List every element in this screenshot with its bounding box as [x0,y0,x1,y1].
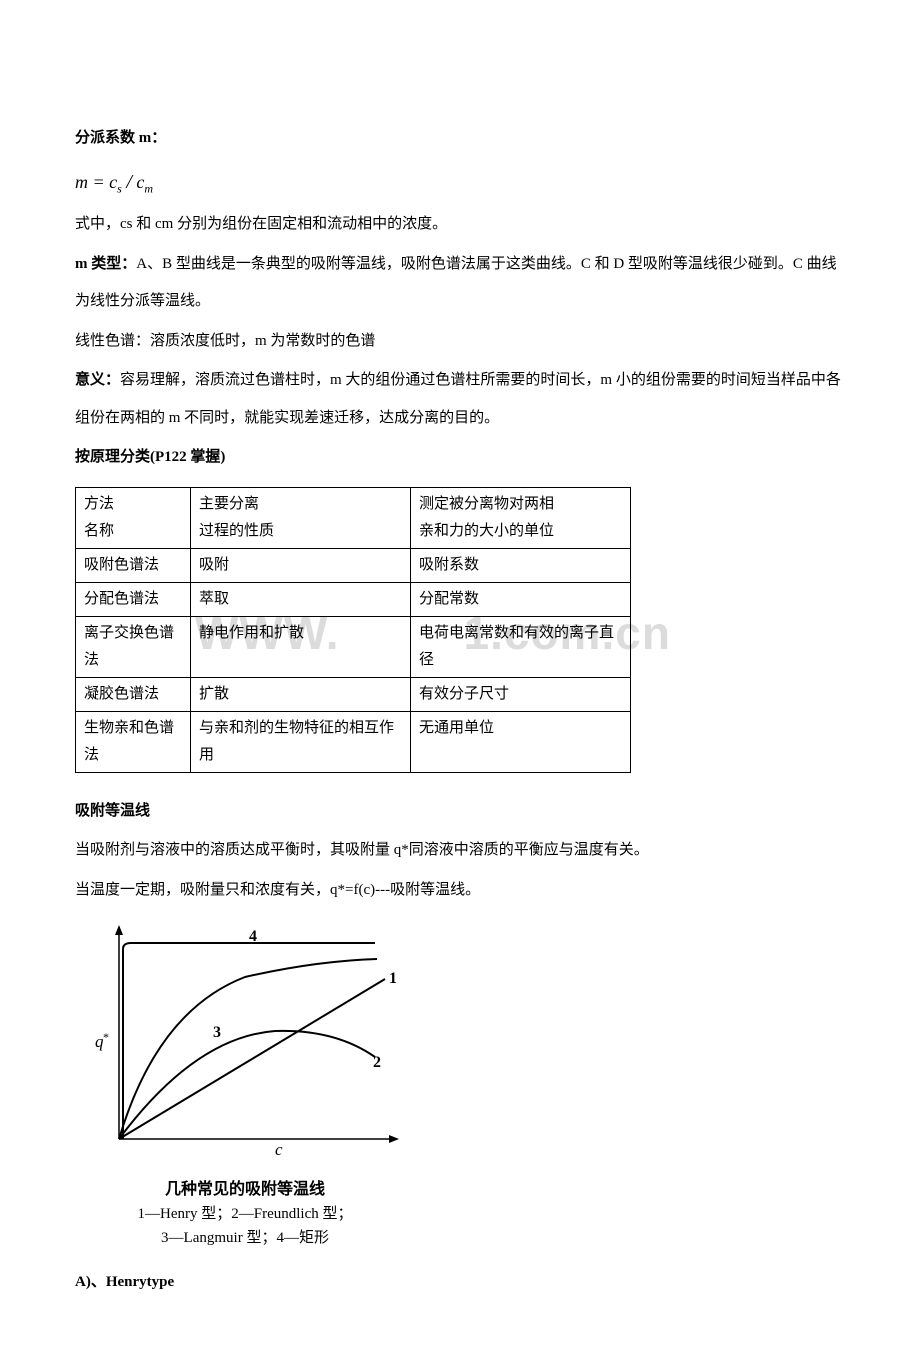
table-cell: 与亲和剂的生物特征的相互作用 [191,711,411,772]
x-axis-label: c [275,1140,283,1159]
cell-text: 方法 [84,496,114,512]
curve-label-3: 3 [213,1024,221,1041]
meaning-text: 容易理解，溶质流过色谱柱时，m 大的组份通过色谱柱所需要的时间长，m 小的组份需… [75,372,841,426]
table-cell: 静电作用和扩散 [191,616,411,677]
table-cell: 生物亲和色谱法 [76,711,191,772]
table-cell: 无通用单位 [411,711,631,772]
linear-spec: 线性色谱：溶质浓度低时，m 为常数时的色谱 [75,323,845,361]
y-axis-label-star: * [103,1030,109,1044]
adsorption-title: 吸附等温线 [75,793,845,831]
table-cell: 测定被分离物对两相 亲和力的大小的单位 [411,487,631,548]
table-cell: 方法 名称 [76,487,191,548]
henry-type-text: A)、Henrytype [75,1274,174,1290]
isotherm-chart: q * c 1 2 3 4 [75,919,415,1159]
cell-text: 主要分离 [199,496,259,512]
table-cell: 吸附色谱法 [76,548,191,582]
curve-label-2: 2 [373,1054,381,1071]
table-cell: 吸附 [191,548,411,582]
adsorption-title-text: 吸附等温线 [75,803,150,819]
table-row: 方法 名称 主要分离 过程的性质 测定被分离物对两相 亲和力的大小的单位 [76,487,631,548]
cell-text: 名称 [84,523,114,539]
title-text: 分派系数 m： [75,130,166,146]
table-row: 分配色谱法 萃取 分配常数 [76,582,631,616]
cell-text: 亲和力的大小的单位 [419,523,554,539]
table-cell: 分配色谱法 [76,582,191,616]
formula-m: m = cs / cm [75,166,845,199]
meaning-para: 意义：容易理解，溶质流过色谱柱时，m 大的组份通过色谱柱所需要的时间长，m 小的… [75,362,845,437]
chart-caption: 几种常见的吸附等温线 1—Henry 型；2—Freundlich 型； 3—L… [75,1177,415,1251]
classify-title: 按原理分类(P122 掌握) [75,439,845,477]
chart-caption-line3: 3—Langmuir 型；4—矩形 [161,1230,329,1246]
curve-2 [119,1031,375,1139]
table-cell: 电荷电离常数和有效的离子直径 [411,616,631,677]
table-cell: 吸附系数 [411,548,631,582]
m-type-text: A、B 型曲线是一条典型的吸附等温线，吸附色谱法属于这类曲线。C 和 D 型吸附… [75,256,837,310]
curve-label-1: 1 [389,970,397,987]
curve-label-4: 4 [249,928,257,945]
table-row: 生物亲和色谱法 与亲和剂的生物特征的相互作用 无通用单位 [76,711,631,772]
table-row: 离子交换色谱法 静电作用和扩散 电荷电离常数和有效的离子直径 [76,616,631,677]
table-cell: 萃取 [191,582,411,616]
table-row: 凝胶色谱法 扩散 有效分子尺寸 [76,677,631,711]
m-type-para: m 类型：A、B 型曲线是一条典型的吸附等温线，吸附色谱法属于这类曲线。C 和 … [75,246,845,321]
document-content: 分派系数 m： m = cs / cm 式中，cs 和 cm 分别为组份在固定相… [75,120,845,1302]
henry-type-heading: A)、Henrytype [75,1264,845,1302]
table-cell: 有效分子尺寸 [411,677,631,711]
table-cell: 扩散 [191,677,411,711]
x-axis-arrow [389,1135,399,1143]
y-axis-arrow [115,925,123,935]
formula-text: m = cs / cm [75,172,153,192]
table-row: 吸附色谱法 吸附 吸附系数 [76,548,631,582]
table-cell: 离子交换色谱法 [76,616,191,677]
formula-explain: 式中，cs 和 cm 分别为组份在固定相和流动相中的浓度。 [75,206,845,244]
cell-text: 测定被分离物对两相 [419,496,554,512]
curve-4 [123,943,375,1139]
chart-caption-title: 几种常见的吸附等温线 [165,1181,325,1198]
classification-table: 方法 名称 主要分离 过程的性质 测定被分离物对两相 亲和力的大小的单位 吸附色… [75,487,631,773]
m-type-label: m 类型： [75,256,136,272]
adsorption-text-1: 当吸附剂与溶液中的溶质达成平衡时，其吸附量 q*同溶液中溶质的平衡应与温度有关。 [75,832,845,870]
classification-table-wrap: 方法 名称 主要分离 过程的性质 测定被分离物对两相 亲和力的大小的单位 吸附色… [75,487,845,773]
classify-title-text: 按原理分类(P122 掌握) [75,449,225,465]
adsorption-text-2: 当温度一定期，吸附量只和浓度有关，q*=f(c)---吸附等温线。 [75,872,845,910]
meaning-label: 意义： [75,372,120,388]
cell-text: 过程的性质 [199,523,274,539]
table-cell: 分配常数 [411,582,631,616]
title-distribution-coeff: 分派系数 m： [75,120,845,158]
curve-3 [119,959,377,1139]
curve-1 [119,979,385,1139]
isotherm-chart-wrap: q * c 1 2 3 4 几种常见的吸附等温线 1—Henry 型；2—Fre… [75,919,845,1250]
chart-caption-line2: 1—Henry 型；2—Freundlich 型； [138,1206,353,1222]
table-cell: 凝胶色谱法 [76,677,191,711]
table-cell: 主要分离 过程的性质 [191,487,411,548]
